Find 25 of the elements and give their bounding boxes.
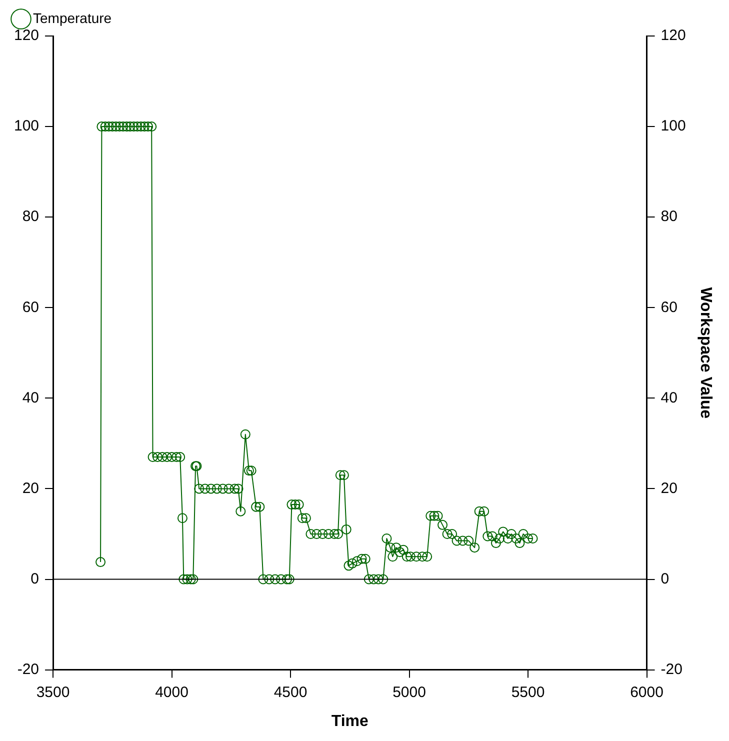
y-tick-label: -20 [17, 660, 40, 678]
x-tick-label: 6000 [630, 684, 664, 701]
y2-tick-label: 100 [660, 118, 686, 135]
y2-tick-label: -20 [660, 660, 682, 678]
y2-tick-label: 20 [660, 480, 678, 497]
x-axis-title: Time [331, 712, 369, 730]
y-tick-label: 20 [22, 480, 40, 497]
y-tick-label: 100 [14, 118, 40, 135]
y2-tick-label: 40 [660, 389, 678, 406]
x-tick-label: 4500 [274, 684, 308, 701]
y2-tick-label: 60 [660, 298, 678, 316]
y-tick-label: 80 [22, 208, 40, 226]
y2-axis-title: Workspace Value [696, 287, 714, 419]
y-tick-label: 60 [22, 298, 40, 316]
x-tick-label: 5500 [511, 684, 545, 701]
y2-tick-label: 0 [660, 570, 670, 588]
y2-tick-label: 120 [660, 27, 686, 44]
y-tick-label: 120 [14, 27, 40, 44]
legend-label: Temperature [33, 10, 112, 26]
y2-tick-label: 80 [660, 208, 678, 226]
x-tick-label: 5000 [392, 684, 426, 701]
x-tick-label: 3500 [36, 684, 70, 701]
y-tick-label: 0 [30, 570, 40, 588]
y-tick-label: 40 [22, 389, 40, 406]
x-tick-label: 4000 [155, 684, 188, 701]
